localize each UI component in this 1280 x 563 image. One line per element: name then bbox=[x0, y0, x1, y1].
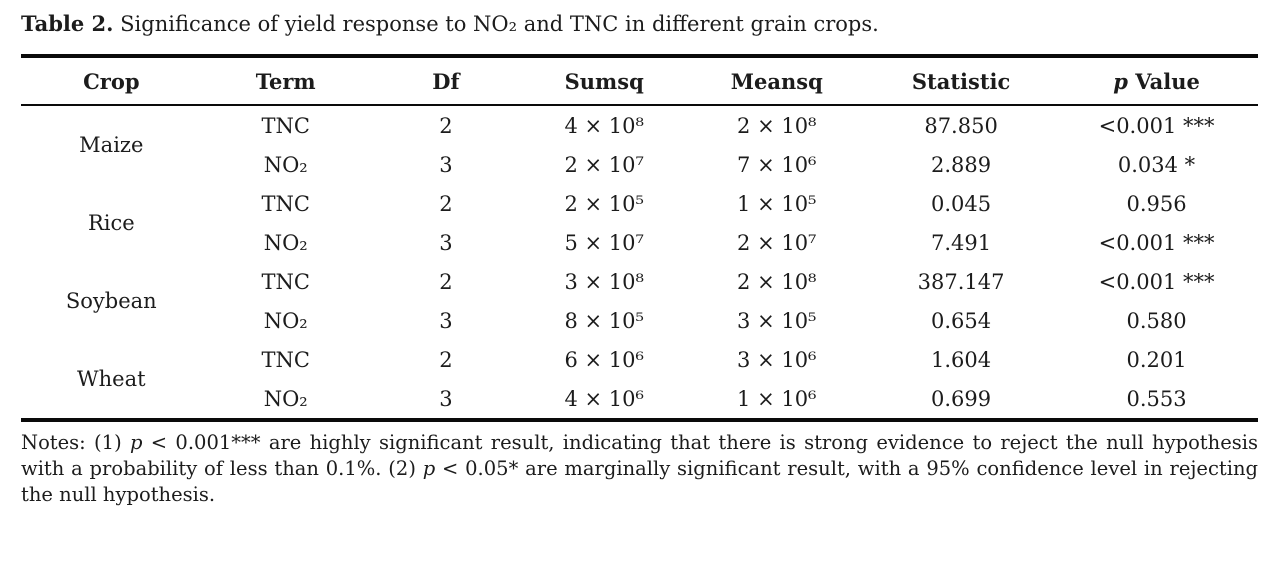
cell-meansq: 1 × 10⁵ bbox=[737, 191, 817, 216]
cell-crop: Rice bbox=[87, 211, 135, 235]
column-header-p-value: p Value bbox=[1055, 56, 1258, 106]
cell-df: 3 bbox=[439, 308, 453, 333]
cell-term: TNC bbox=[261, 269, 310, 294]
cell-sumsq: 6 × 10⁶ bbox=[564, 347, 644, 372]
cell-statistic: 0.699 bbox=[931, 386, 992, 411]
cell-meansq: 1 × 10⁶ bbox=[737, 386, 817, 411]
cell-df: 2 bbox=[439, 191, 453, 216]
cell-meansq: 7 × 10⁶ bbox=[737, 152, 817, 177]
column-header-meansq: Meansq bbox=[686, 56, 868, 106]
table-row-soybean-tnc: Soybean TNC 2 3 × 10⁸ 2 × 10⁸ 387.147 <0… bbox=[21, 262, 1258, 314]
table-row-maize-no2: NO₂ 3 2 × 10⁷ 7 × 10⁶ 2.889 0.034 * bbox=[21, 145, 1258, 184]
cell-p-value: <0.001 *** bbox=[1098, 113, 1215, 138]
column-header-statistic: Statistic bbox=[867, 56, 1056, 106]
notes-italic-p2: p bbox=[422, 457, 436, 480]
cell-meansq: 2 × 10⁷ bbox=[737, 230, 817, 255]
table-notes: Notes: (1) p < 0.001*** are highly signi… bbox=[21, 430, 1258, 508]
cell-sumsq: 3 × 10⁸ bbox=[564, 269, 644, 294]
cell-term: NO₂ bbox=[263, 152, 308, 177]
table-row-wheat-no2: NO₂ 3 4 × 10⁶ 1 × 10⁶ 0.699 0.553 bbox=[21, 379, 1258, 420]
cell-meansq: 3 × 10⁵ bbox=[737, 308, 817, 333]
cell-p-value: <0.001 *** bbox=[1098, 230, 1215, 255]
cell-p-value: 0.034 * bbox=[1117, 152, 1196, 177]
cell-crop: Soybean bbox=[65, 289, 157, 313]
cell-sumsq: 4 × 10⁸ bbox=[564, 113, 644, 138]
cell-meansq: 2 × 10⁸ bbox=[737, 113, 817, 138]
notes-prefix: Notes: (1) bbox=[21, 431, 130, 454]
cell-p-value: 0.553 bbox=[1126, 386, 1187, 411]
cell-df: 2 bbox=[439, 347, 453, 372]
cell-df: 3 bbox=[439, 230, 453, 255]
table-row-wheat-tnc: Wheat TNC 2 6 × 10⁶ 3 × 10⁶ 1.604 0.201 bbox=[21, 340, 1258, 392]
cell-p-value: 0.201 bbox=[1126, 347, 1187, 372]
cell-df: 3 bbox=[439, 386, 453, 411]
column-header-term: Term bbox=[201, 56, 370, 106]
cell-crop: Maize bbox=[79, 133, 144, 157]
table-caption-label: Table 2. bbox=[21, 11, 114, 36]
cell-term: NO₂ bbox=[263, 230, 308, 255]
cell-statistic: 2.889 bbox=[931, 152, 992, 177]
cell-term: TNC bbox=[261, 191, 310, 216]
table-row-soybean-no2: NO₂ 3 8 × 10⁵ 3 × 10⁵ 0.654 0.580 bbox=[21, 301, 1258, 340]
cell-statistic: 87.850 bbox=[924, 113, 998, 138]
cell-term: TNC bbox=[261, 113, 310, 138]
cell-df: 3 bbox=[439, 152, 453, 177]
cell-statistic: 1.604 bbox=[931, 347, 992, 372]
cell-p-value: <0.001 *** bbox=[1098, 269, 1215, 294]
notes-italic-p1: p bbox=[130, 431, 143, 454]
table-caption: Table 2. Significance of yield response … bbox=[21, 10, 1258, 38]
column-header-df: Df bbox=[369, 56, 522, 106]
column-header-crop: Crop bbox=[21, 56, 202, 106]
table-row-rice-no2: NO₂ 3 5 × 10⁷ 2 × 10⁷ 7.491 <0.001 *** bbox=[21, 223, 1258, 262]
header-row: Crop Term Df Sumsq Meansq Statistic p Va… bbox=[21, 56, 1258, 106]
cell-p-value: 0.956 bbox=[1126, 191, 1187, 216]
cell-sumsq: 2 × 10⁵ bbox=[564, 191, 644, 216]
cell-sumsq: 4 × 10⁶ bbox=[564, 386, 644, 411]
cell-sumsq: 5 × 10⁷ bbox=[564, 230, 644, 255]
cell-crop: Wheat bbox=[77, 367, 146, 391]
paper-page: Table 2. Significance of yield response … bbox=[21, 10, 1258, 508]
cell-statistic: 387.147 bbox=[917, 269, 1005, 294]
table-row-maize-tnc: Maize TNC 2 4 × 10⁸ 2 × 10⁸ 87.850 <0.00… bbox=[21, 105, 1258, 158]
table-caption-text: Significance of yield response to NO₂ an… bbox=[113, 12, 879, 36]
cell-df: 2 bbox=[439, 269, 453, 294]
cell-sumsq: 8 × 10⁵ bbox=[564, 308, 644, 333]
significance-table: Crop Term Df Sumsq Meansq Statistic p Va… bbox=[21, 54, 1258, 422]
p-value-italic-p: p bbox=[1113, 69, 1128, 94]
cell-term: NO₂ bbox=[263, 308, 308, 333]
cell-meansq: 2 × 10⁸ bbox=[737, 269, 817, 294]
cell-term: TNC bbox=[261, 347, 310, 372]
cell-sumsq: 2 × 10⁷ bbox=[564, 152, 644, 177]
cell-p-value: 0.580 bbox=[1126, 308, 1187, 333]
p-value-rest: Value bbox=[1127, 69, 1200, 94]
cell-statistic: 7.491 bbox=[931, 230, 992, 255]
cell-statistic: 0.045 bbox=[931, 191, 992, 216]
notes-segment-1: < 0.001*** are highly significant result… bbox=[21, 431, 1258, 480]
notes-segment-2: < 0.05* are marginally significant resul… bbox=[21, 457, 1258, 506]
cell-df: 2 bbox=[439, 113, 453, 138]
cell-meansq: 3 × 10⁶ bbox=[737, 347, 817, 372]
cell-term: NO₂ bbox=[263, 386, 308, 411]
cell-statistic: 0.654 bbox=[931, 308, 992, 333]
column-header-sumsq: Sumsq bbox=[521, 56, 687, 106]
table-row-rice-tnc: Rice TNC 2 2 × 10⁵ 1 × 10⁵ 0.045 0.956 bbox=[21, 184, 1258, 236]
